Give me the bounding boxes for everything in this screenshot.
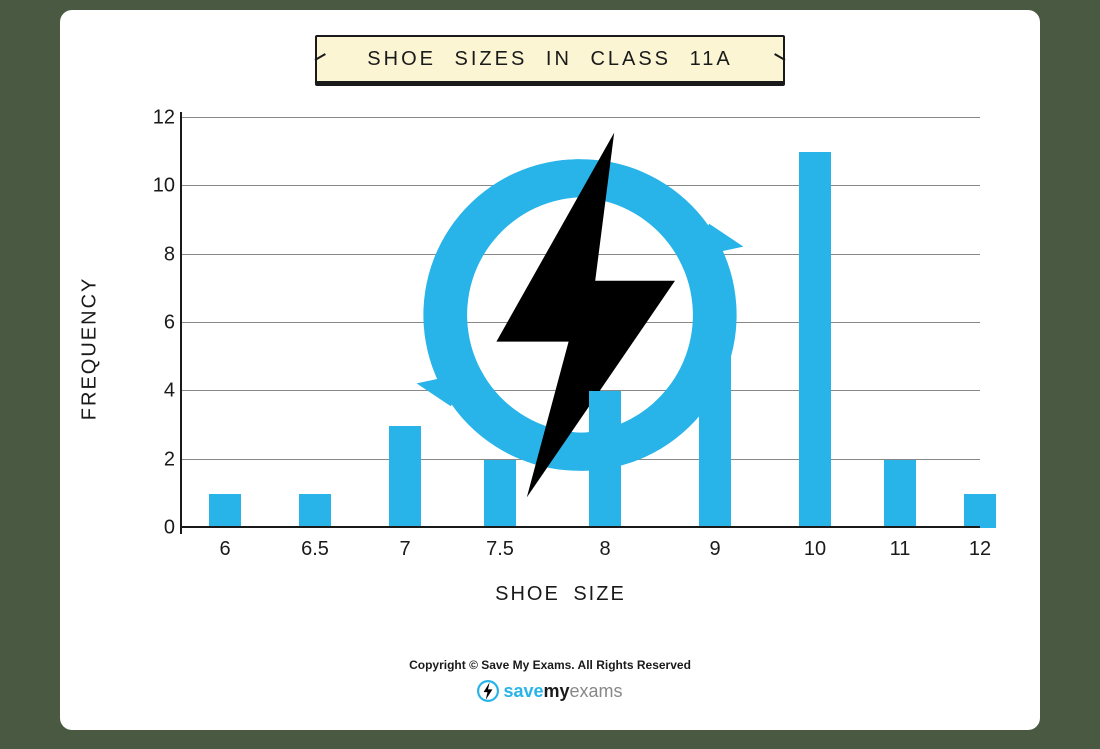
bar: [484, 460, 516, 528]
x-tick: 6.5: [301, 538, 329, 561]
brand-text: savemyexams: [503, 681, 622, 702]
x-tick: 7.5: [486, 538, 514, 561]
x-tick: 11: [890, 538, 911, 561]
x-axis-label: SHOE SIZE: [495, 583, 626, 606]
bar-group: 7.5: [484, 460, 516, 528]
y-tick: 10: [135, 175, 175, 198]
bar: [589, 391, 621, 528]
bar: [209, 494, 241, 528]
x-tick: 10: [804, 538, 826, 561]
x-tick: 12: [969, 538, 991, 561]
bar-group: 9: [699, 323, 731, 528]
brand-logo: savemyexams: [90, 680, 1010, 702]
x-tick: 7: [399, 538, 410, 561]
y-tick: 0: [135, 517, 175, 540]
chart-area: FREQUENCY SHOE SIZE 024681012 66.577.589…: [100, 108, 1000, 598]
bar-group: 10: [799, 152, 831, 528]
bar: [299, 494, 331, 528]
copyright-text: Copyright © Save My Exams. All Rights Re…: [90, 658, 1010, 672]
bar-group: 6.5: [299, 494, 331, 528]
x-axis-line: [180, 526, 980, 528]
bar-group: 6: [209, 494, 241, 528]
y-axis-line: [180, 112, 182, 534]
bar-group: 11: [884, 460, 916, 528]
x-tick: 8: [599, 538, 610, 561]
chart-card: SHOE SIZES IN CLASS 11A FREQUENCY SHOE S…: [60, 10, 1040, 730]
y-tick: 2: [135, 448, 175, 471]
x-tick: 9: [709, 538, 720, 561]
bars-layer: 66.577.589101112: [180, 118, 980, 528]
y-tick: 4: [135, 380, 175, 403]
chart-title: SHOE SIZES IN CLASS 11A: [367, 48, 732, 71]
y-tick: 12: [135, 107, 175, 130]
bar: [699, 323, 731, 528]
bar-group: 12: [964, 494, 996, 528]
x-tick: 6: [219, 538, 230, 561]
bar: [799, 152, 831, 528]
lightning-badge-icon: [477, 680, 499, 702]
plot-frame: 024681012 66.577.589101112: [180, 118, 980, 528]
y-tick: 6: [135, 312, 175, 335]
title-banner: SHOE SIZES IN CLASS 11A: [315, 35, 785, 83]
y-axis: 024681012: [135, 118, 175, 528]
footer: Copyright © Save My Exams. All Rights Re…: [90, 658, 1010, 702]
y-axis-label: FREQUENCY: [79, 277, 102, 421]
bar-group: 8: [589, 391, 621, 528]
bar: [964, 494, 996, 528]
y-tick: 8: [135, 243, 175, 266]
bar-group: 7: [389, 426, 421, 529]
bar: [389, 426, 421, 529]
bar: [884, 460, 916, 528]
